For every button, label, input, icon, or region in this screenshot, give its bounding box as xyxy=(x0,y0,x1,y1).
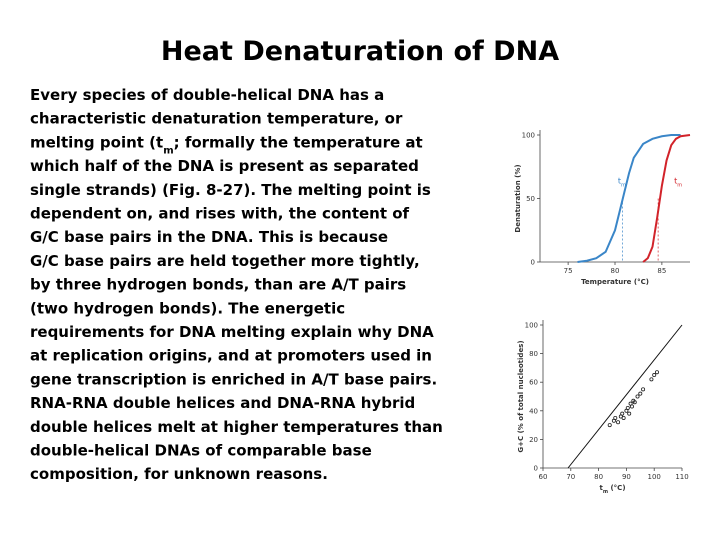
point xyxy=(652,373,657,378)
body-line: at replication origins, and at promoters… xyxy=(30,347,432,365)
body-line: by three hydrogen bonds, than are A/T pa… xyxy=(30,276,406,294)
body-line-part: at replication origins, and at promoters… xyxy=(30,347,432,365)
point xyxy=(613,415,618,420)
body-line-part: m xyxy=(163,145,173,156)
body-line-part: characteristic denaturation temperature,… xyxy=(30,110,403,128)
x-axis-label-part: m xyxy=(603,489,608,495)
body-line-part: single strands) (Fig. 8-27). The melting… xyxy=(30,181,431,199)
x-tick-label: 90 xyxy=(622,473,631,481)
y-axis-label-part: G+C (% of total nucleotides) xyxy=(517,340,525,452)
point xyxy=(627,411,632,416)
y-axis-label: G+C (% of total nucleotides) xyxy=(517,340,525,452)
y-tick-label: 60 xyxy=(529,379,538,387)
body-line: RNA-RNA double helices and DNA-RNA hybri… xyxy=(30,394,415,412)
body-line-part: double helices melt at higher temperatur… xyxy=(30,418,443,436)
curve xyxy=(642,134,691,263)
body-line-part: requirements for DNA melting explain why… xyxy=(30,323,434,341)
fit-line xyxy=(567,324,683,469)
x-tick-label: 60 xyxy=(539,473,548,481)
y-axis-label: Denaturation (%) xyxy=(514,164,522,232)
x-tick-label: 80 xyxy=(594,473,603,481)
body-line: composition, for unknown reasons. xyxy=(30,465,328,483)
y-tick-label: 0 xyxy=(531,259,535,267)
body-line: G/C base pairs in the DNA. This is becau… xyxy=(30,228,388,246)
annotation-part: t xyxy=(674,176,677,185)
body-line-part: melting point (t xyxy=(30,133,163,151)
body-line: melting point (tm; formally the temperat… xyxy=(30,133,423,156)
y-tick-label: 100 xyxy=(525,322,538,330)
body-line: single strands) (Fig. 8-27). The melting… xyxy=(30,181,431,199)
point xyxy=(621,415,626,420)
y-tick-label: 50 xyxy=(526,195,535,203)
x-axis-label: Temperature (°C) xyxy=(581,278,649,286)
point xyxy=(625,405,630,410)
body-line-part: Every species of double-helical DNA has … xyxy=(30,86,384,104)
point xyxy=(616,420,621,425)
body-line: G/C base pairs are held together more ti… xyxy=(30,252,420,270)
body-line: requirements for DNA melting explain why… xyxy=(30,323,434,341)
body-line-part: which half of the DNA is present as sepa… xyxy=(30,157,419,175)
x-axis-label: tm (°C) xyxy=(599,484,625,495)
point xyxy=(638,391,643,396)
body-line-part: G/C base pairs are held together more ti… xyxy=(30,252,420,270)
point xyxy=(641,387,646,392)
y-tick-label: 0 xyxy=(534,465,538,473)
y-tick-label: 40 xyxy=(529,407,538,415)
body-line: double-helical DNAs of comparable base xyxy=(30,442,372,460)
body-line-part: by three hydrogen bonds, than are A/T pa… xyxy=(30,276,406,294)
x-axis-label-part: t xyxy=(599,484,603,492)
body-line: which half of the DNA is present as sepa… xyxy=(30,157,419,175)
x-tick-label: 80 xyxy=(611,267,620,275)
body-line-part: RNA-RNA double helices and DNA-RNA hybri… xyxy=(30,394,415,412)
x-axis-label-part: (°C) xyxy=(608,484,625,492)
body-line-part: composition, for unknown reasons. xyxy=(30,465,328,483)
body-line: gene transcription is enriched in A/T ba… xyxy=(30,370,437,388)
body-line: Every species of double-helical DNA has … xyxy=(30,86,384,104)
x-tick-label: 85 xyxy=(657,267,666,275)
point xyxy=(654,370,659,375)
x-axis-label-part: Temperature (°C) xyxy=(581,278,649,286)
point xyxy=(649,377,654,382)
annotation: tm xyxy=(674,176,682,188)
annotation-part: t xyxy=(618,176,621,185)
y-tick-label: 80 xyxy=(529,350,538,358)
body-line-part: (two hydrogen bonds). The energetic xyxy=(30,299,345,317)
body-line: double helices melt at higher temperatur… xyxy=(30,418,443,436)
point xyxy=(629,404,634,409)
body-line-part: gene transcription is enriched in A/T ba… xyxy=(30,370,437,388)
point xyxy=(607,423,612,428)
y-axis-label-part: Denaturation (%) xyxy=(514,164,522,232)
slide-title: Heat Denaturation of DNA xyxy=(161,36,559,67)
x-tick-label: 75 xyxy=(564,267,573,275)
body-line-part: G/C base pairs in the DNA. This is becau… xyxy=(30,228,388,246)
x-tick-label: 70 xyxy=(566,473,575,481)
annotation-part: m xyxy=(677,182,682,188)
point xyxy=(635,394,640,399)
body-line-part: dependent on, and rises with, the conten… xyxy=(30,205,410,223)
annotation: tm xyxy=(618,176,626,188)
body-line: dependent on, and rises with, the conten… xyxy=(30,205,410,223)
point xyxy=(620,411,625,416)
body-line-part: double-helical DNAs of comparable base xyxy=(30,442,372,460)
body-line: (two hydrogen bonds). The energetic xyxy=(30,299,345,317)
x-tick-label: 100 xyxy=(648,473,661,481)
annotation-part: m xyxy=(621,182,626,188)
y-tick-label: 100 xyxy=(522,132,535,140)
body-line-part: ; formally the temperature at xyxy=(174,133,423,151)
point xyxy=(632,400,637,405)
y-tick-label: 20 xyxy=(529,436,538,444)
curve xyxy=(577,134,681,263)
body-line: characteristic denaturation temperature,… xyxy=(30,110,403,128)
x-tick-label: 110 xyxy=(675,473,688,481)
